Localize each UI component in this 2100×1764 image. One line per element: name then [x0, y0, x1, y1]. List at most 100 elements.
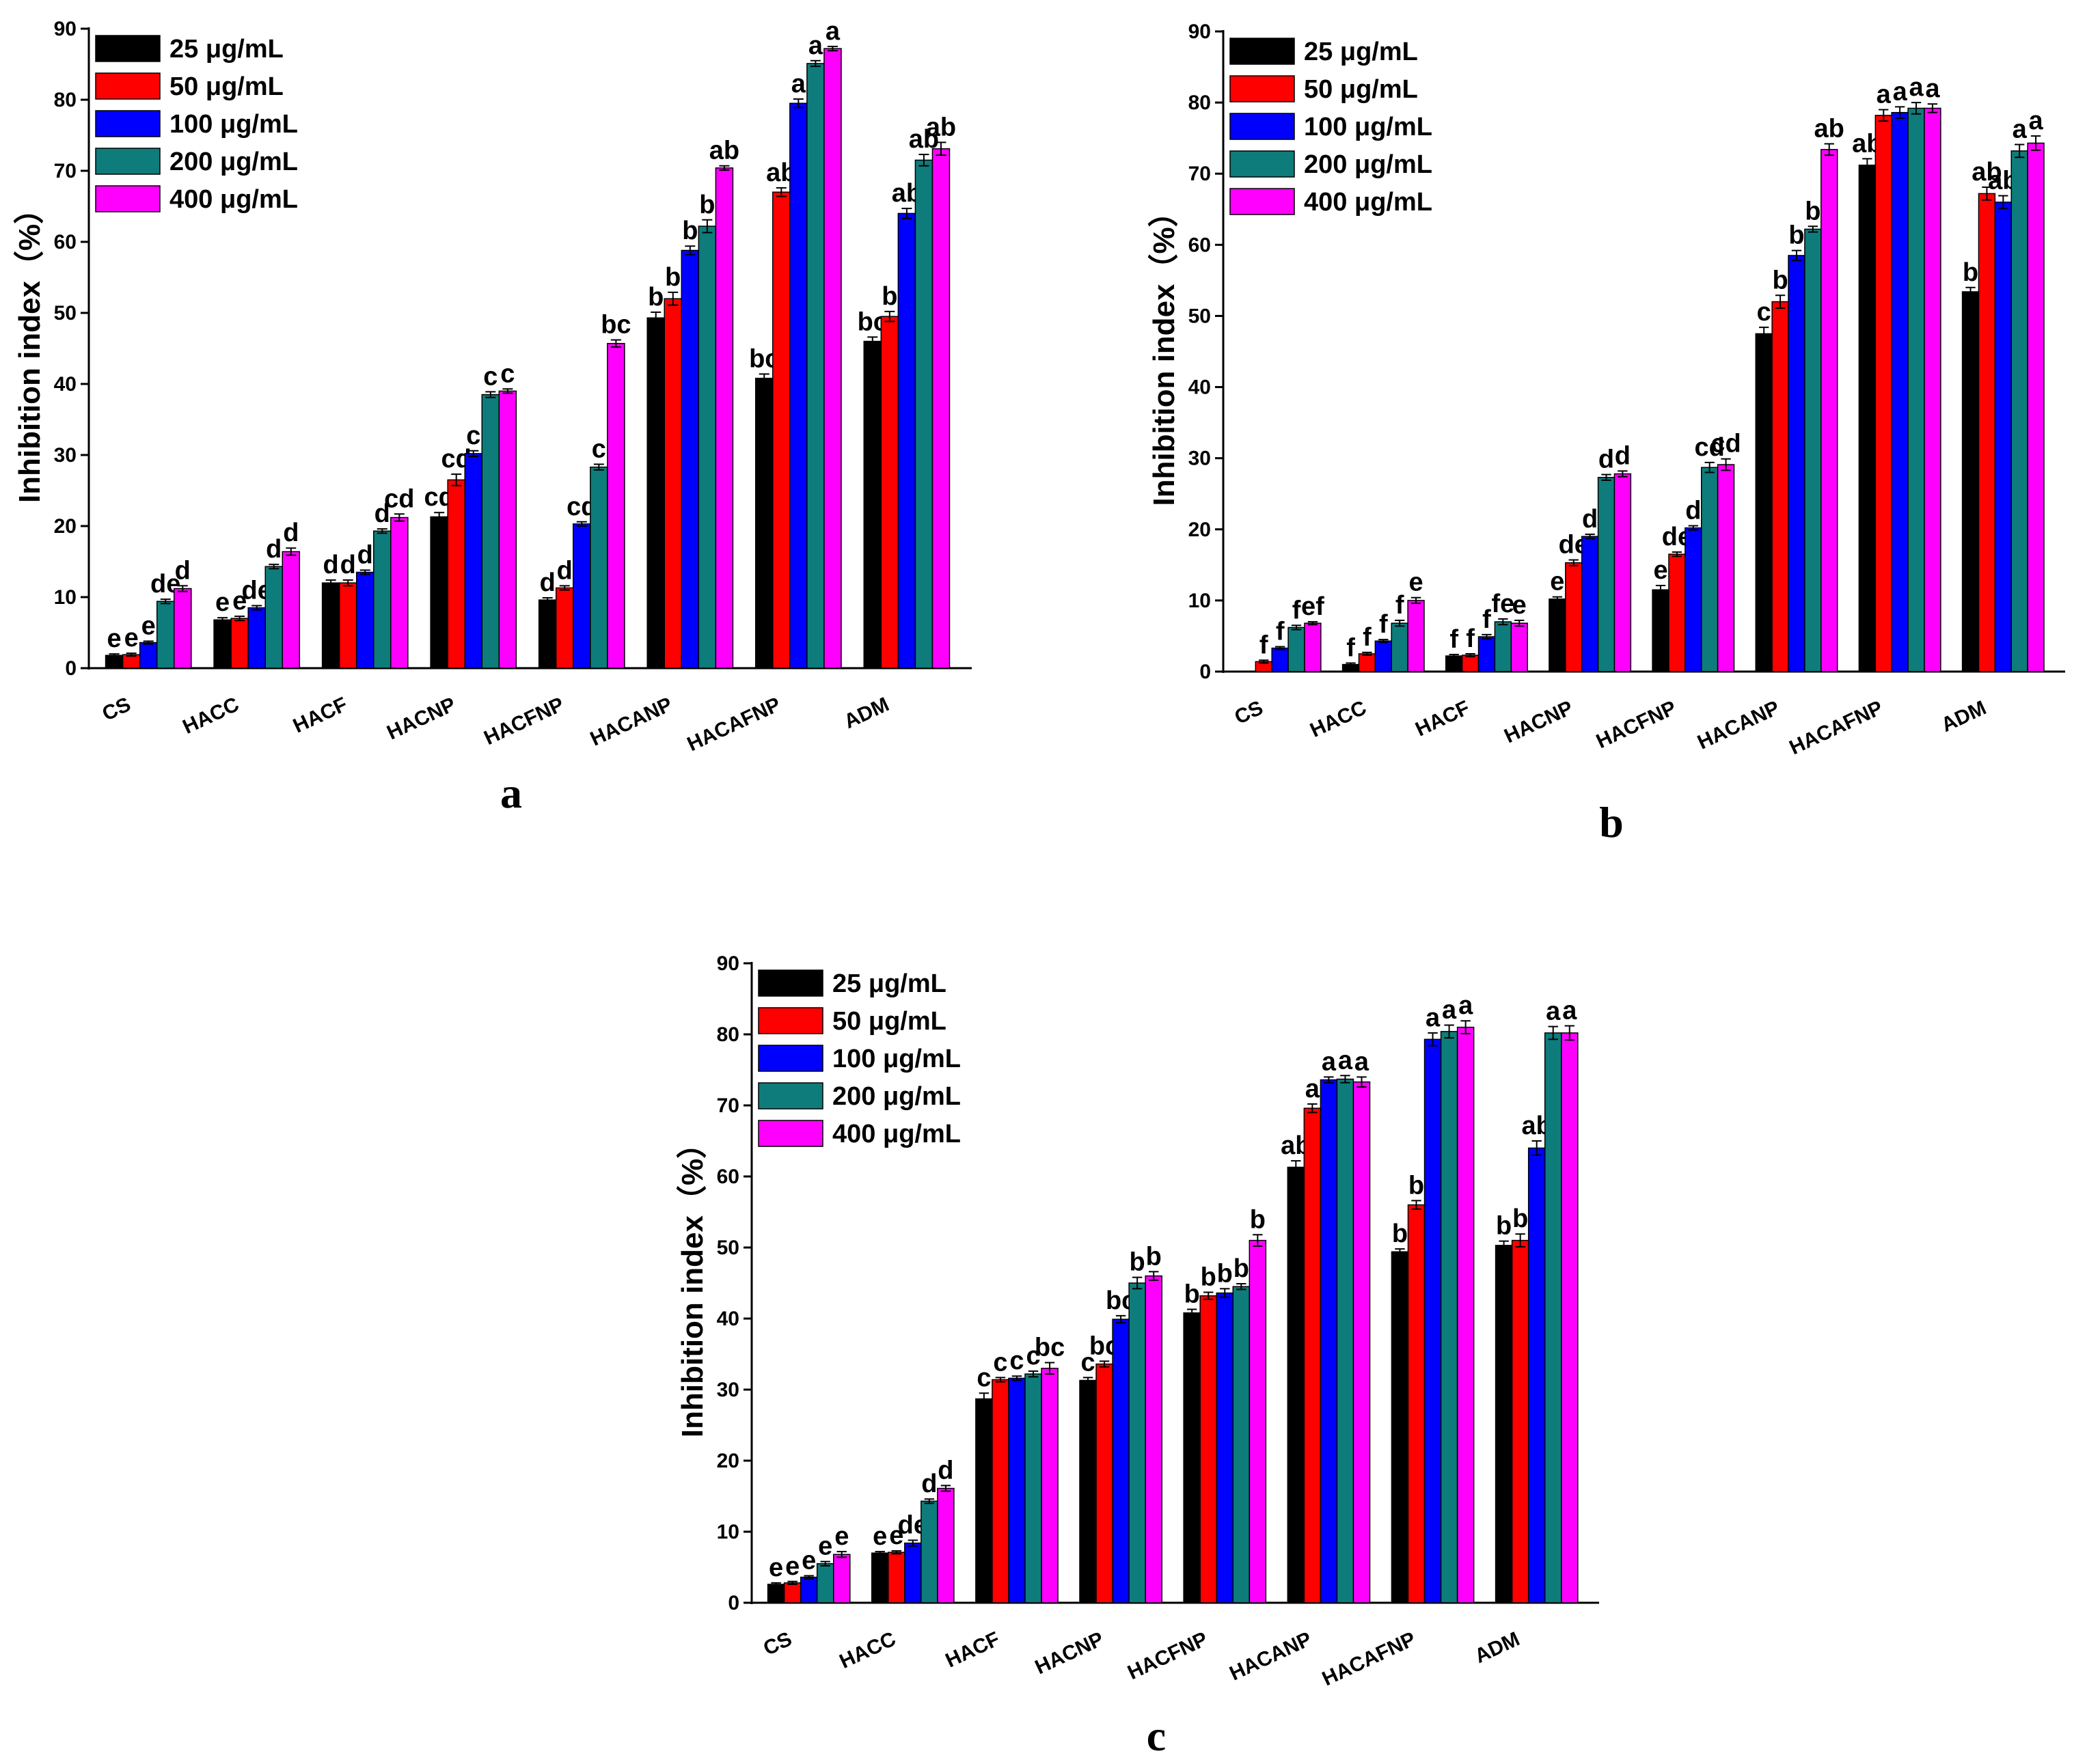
bar: [1771, 301, 1789, 672]
x-tick-label: HACC: [179, 693, 242, 739]
significance-letter: c: [1009, 1347, 1024, 1375]
y-tick-label: 90: [717, 952, 739, 975]
x-tick-label: ADM: [841, 693, 892, 733]
bar: [992, 1379, 1009, 1603]
bar: [1652, 589, 1669, 672]
significance-letter: d: [175, 556, 191, 585]
significance-letter: ef: [1301, 592, 1324, 621]
significance-letter: d: [921, 1470, 937, 1498]
bar: [800, 1576, 818, 1603]
bar: [282, 551, 301, 669]
significance-letter: fe: [1491, 590, 1514, 618]
significance-letter: c: [1026, 1342, 1040, 1370]
x-tick-label: HACAFNP: [1786, 696, 1887, 759]
y-tick-label: 20: [717, 1450, 739, 1472]
significance-letter: f: [1346, 634, 1355, 663]
significance-letter: b: [699, 191, 715, 219]
significance-letter: a: [1305, 1075, 1320, 1103]
bar: [1544, 1032, 1562, 1603]
y-tick-label: 30: [1188, 447, 1211, 470]
y-tick-label: 20: [1188, 519, 1211, 541]
significance-letter: d: [283, 519, 299, 547]
significance-letter: e: [785, 1552, 800, 1581]
bar: [1668, 553, 1686, 672]
bar: [1613, 473, 1632, 672]
significance-letter: c: [977, 1364, 991, 1392]
bar: [1527, 1147, 1546, 1603]
y-tick-label: 10: [54, 586, 77, 609]
legend-label: 400 μg/mL: [832, 1120, 961, 1148]
significance-letter: e: [818, 1532, 832, 1561]
legend-swatch: [95, 35, 161, 62]
bar: [338, 582, 357, 669]
panel-label: a: [500, 769, 522, 817]
significance-letter: f: [1276, 618, 1285, 646]
significance-letter: bc: [601, 311, 631, 340]
significance-letter: f: [1466, 624, 1475, 653]
y-tick-label: 40: [717, 1308, 739, 1330]
bar: [1565, 562, 1583, 672]
x-tick-label: CS: [99, 693, 135, 726]
x-tick-label: CS: [1231, 696, 1267, 729]
bar: [1858, 164, 1877, 672]
legend-label: 25 μg/mL: [832, 969, 946, 998]
bar: [1461, 654, 1479, 672]
bar: [247, 607, 266, 669]
legend-label: 400 μg/mL: [1304, 188, 1432, 217]
significance-letter: c: [500, 359, 515, 388]
y-tick-label: 60: [717, 1166, 739, 1188]
bar: [1249, 1239, 1267, 1603]
bar: [1994, 202, 2012, 672]
bar: [1199, 1295, 1218, 1603]
significance-letter: e: [889, 1521, 903, 1550]
x-tick-label: HACNP: [1501, 696, 1577, 747]
y-tick-label: 40: [54, 373, 77, 396]
bar: [1232, 1286, 1251, 1603]
x-tick-label: HACAFNP: [1319, 1627, 1419, 1690]
y-tick-label: 0: [65, 657, 77, 680]
y-tick-label: 70: [1188, 163, 1211, 185]
x-tick-label: ADM: [1471, 1627, 1523, 1668]
bar: [1183, 1312, 1201, 1603]
bar: [1440, 1031, 1458, 1603]
significance-letter: a: [1322, 1047, 1337, 1076]
bar: [1271, 647, 1289, 672]
bar: [937, 1487, 955, 1603]
bar: [607, 342, 625, 669]
significance-letter: c: [483, 362, 497, 391]
bar: [213, 619, 232, 669]
significance-letter: d: [340, 551, 356, 579]
y-tick-label: 80: [1188, 92, 1211, 114]
significance-letter: b: [682, 217, 698, 245]
y-tick-label: 70: [717, 1094, 739, 1117]
significance-letter: b: [1788, 221, 1804, 250]
legend-label: 400 μg/mL: [169, 185, 298, 214]
y-tick-label: 60: [1188, 234, 1211, 256]
bar: [888, 1552, 905, 1603]
bar: [590, 466, 608, 669]
x-tick-label: HACANP: [587, 693, 676, 750]
bar: [1907, 107, 1925, 672]
legend-swatch: [95, 72, 161, 100]
legend-swatch: [1229, 188, 1295, 215]
significance-letter: b: [1250, 1205, 1266, 1234]
bar: [1303, 1107, 1322, 1603]
bar: [921, 1500, 938, 1603]
bar: [1304, 622, 1322, 672]
x-tick-label: HACFNP: [480, 693, 567, 749]
significance-letter: b: [1496, 1212, 1512, 1241]
bar: [1804, 228, 1822, 672]
bar: [863, 340, 882, 669]
significance-letter: c: [1080, 1348, 1095, 1377]
significance-letter: e: [215, 588, 230, 617]
significance-letter: a: [1546, 997, 1561, 1026]
bar: [897, 212, 916, 669]
significance-letter: d: [938, 1456, 953, 1485]
bar: [156, 601, 175, 669]
significance-letter: f: [1395, 591, 1404, 620]
bar: [1352, 1081, 1371, 1603]
significance-letter: b: [1130, 1248, 1145, 1277]
legend-swatch: [758, 1045, 823, 1072]
significance-letter: cd: [1695, 433, 1725, 462]
bar: [538, 599, 557, 669]
